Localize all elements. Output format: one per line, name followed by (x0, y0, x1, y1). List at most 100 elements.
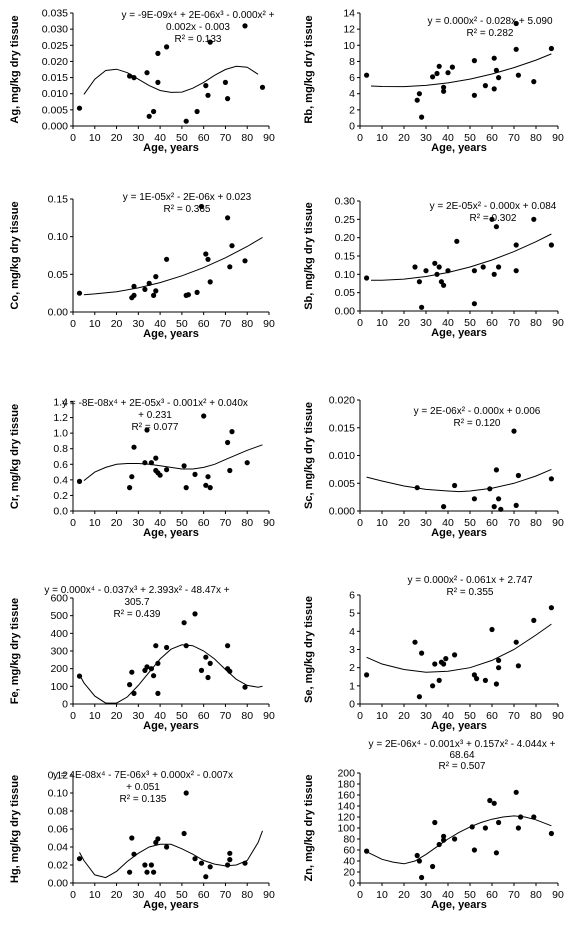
data-point (452, 836, 458, 842)
y-axis-label: Sb, mg/kg dry tissue (303, 202, 315, 310)
x-tick-label: 60 (198, 517, 210, 529)
y-tick-label: 6 (349, 590, 355, 602)
data-point (513, 789, 519, 795)
data-point (142, 286, 148, 292)
x-tick-label: 60 (198, 889, 210, 901)
x-tick-label: 10 (89, 517, 101, 529)
regression-equation: R² = 0.365 (164, 204, 211, 215)
x-axis-label: Age, years (431, 899, 487, 911)
x-tick-label: 20 (111, 517, 123, 529)
data-point (225, 862, 231, 868)
regression-equation: y = -8E-08x⁴ + 2E-05x³ - 0.001x² + 0.040… (62, 398, 248, 409)
x-tick-label: 90 (552, 889, 564, 901)
regression-equation: y = 0.000x⁴ - 0.037x³ + 2.393x² - 48.47x… (44, 585, 229, 596)
data-point (419, 304, 425, 310)
x-tick-label: 50 (464, 317, 476, 329)
y-tick-label: 5 (349, 608, 355, 620)
y-axis-label: Cr, mg/kg dry tissue (9, 404, 21, 509)
data-point (131, 75, 137, 81)
data-point (151, 108, 157, 115)
x-tick-label: 30 (132, 889, 144, 901)
trendline (370, 53, 552, 88)
x-tick-label: 60 (486, 317, 498, 329)
data-point (192, 471, 198, 477)
y-axis-label: Se, mg/kg dry tissue (303, 596, 315, 703)
data-point (441, 84, 447, 90)
x-tick-label: 20 (398, 710, 410, 722)
x-tick-label: 70 (508, 517, 520, 529)
x-tick-label: 40 (442, 132, 454, 144)
x-tick-label: 90 (552, 710, 564, 722)
data-point (127, 682, 133, 688)
data-point (416, 858, 422, 864)
data-point (491, 86, 497, 92)
data-point (423, 268, 429, 274)
y-tick-label: 1 (349, 680, 355, 692)
x-tick-label: 50 (176, 132, 188, 144)
y-tick-label: 0 (349, 878, 355, 890)
data-point (225, 643, 231, 649)
data-point (153, 455, 159, 461)
x-tick-label: 70 (220, 132, 232, 144)
data-point (513, 242, 519, 248)
data-point (445, 268, 451, 274)
x-tick-label: 0 (357, 710, 363, 722)
x-tick-label: 90 (263, 132, 275, 144)
y-tick-label: 0.05 (335, 287, 356, 299)
data-point (436, 841, 442, 848)
data-point (205, 92, 211, 98)
data-point (183, 643, 189, 649)
x-tick-label: 70 (220, 517, 232, 529)
data-point (496, 657, 502, 663)
x-tick-label: 80 (530, 710, 542, 722)
data-point (203, 654, 209, 660)
x-tick-label: 70 (508, 710, 520, 722)
trendline (366, 623, 552, 673)
y-tick-label: 300 (50, 646, 68, 658)
x-tick-label: 0 (70, 318, 76, 330)
trendline (83, 65, 259, 95)
data-point (430, 74, 436, 80)
data-point (548, 830, 554, 837)
x-tick-label: 40 (154, 517, 166, 529)
x-tick-label: 40 (442, 889, 454, 901)
x-tick-label: 80 (241, 132, 253, 144)
data-point (181, 620, 187, 626)
data-point (471, 92, 477, 98)
data-point (513, 639, 519, 645)
data-point (131, 444, 137, 450)
data-point (487, 797, 493, 804)
x-tick-label: 20 (111, 889, 123, 901)
chart-cr: 0.0 0.2 0.4 0.6 0.8 1.0 1.2 1.4 0 10 20 30 40 50 60 70 8… (9, 397, 275, 540)
x-axis-label: Age, years (143, 899, 199, 911)
data-point (203, 251, 209, 257)
x-tick-label: 40 (442, 710, 454, 722)
y-tick-label: 40 (343, 856, 355, 868)
data-point (205, 674, 211, 681)
data-point (225, 439, 231, 446)
data-point (222, 79, 228, 85)
data-point (441, 837, 447, 843)
data-point (482, 677, 488, 683)
x-tick-label: 50 (464, 517, 476, 529)
data-point (491, 504, 497, 510)
regression-equation: R² = 0.282 (467, 28, 514, 39)
x-axis-label: Age, years (143, 720, 199, 732)
x-tick-label: 20 (111, 132, 123, 144)
y-tick-label: 0.00 (48, 878, 69, 890)
regression-equation: + 0.051 (126, 782, 160, 793)
data-point (155, 50, 161, 57)
data-point (131, 292, 137, 298)
data-point (142, 460, 148, 466)
data-point (227, 850, 233, 856)
regression-equation: y = 1E-05x² - 2E-06x + 0.023 (123, 192, 252, 203)
data-point (153, 643, 159, 649)
data-point (194, 108, 200, 115)
data-point (531, 814, 537, 820)
y-tick-label: 4 (349, 626, 355, 638)
x-axis-label: Age, years (431, 527, 487, 539)
data-point (480, 264, 486, 270)
x-tick-label: 90 (263, 517, 275, 529)
x-tick-label: 40 (154, 710, 166, 722)
